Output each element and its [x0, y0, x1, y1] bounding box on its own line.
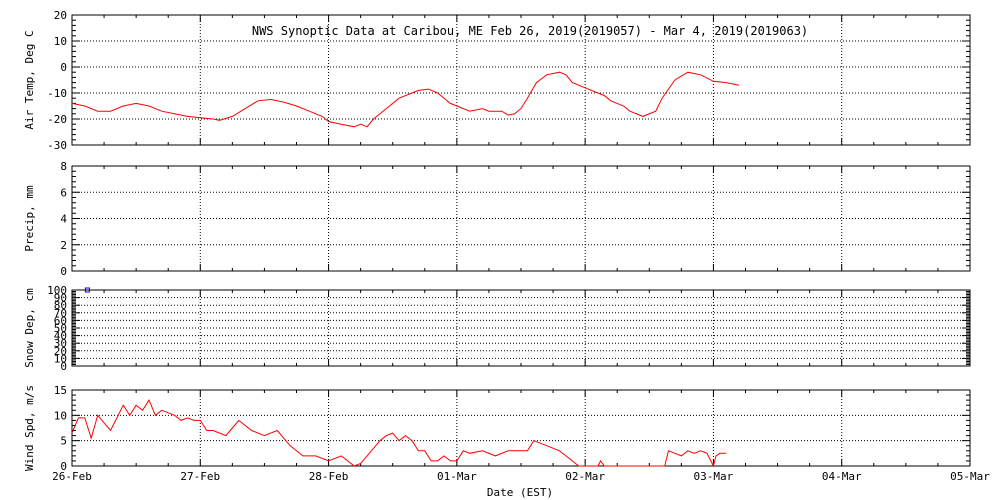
y-tick-label: 60	[54, 314, 67, 327]
panel-3: 0 5 10 15 Wind Spd, m/s	[23, 384, 971, 473]
panel-frame	[71, 289, 971, 367]
x-tick-label: 27-Feb	[180, 470, 220, 483]
x-axis-label: Date (EST)	[487, 486, 553, 499]
y-tick-label: 50	[54, 322, 67, 335]
chart-title: NWS Synoptic Data at Caribou, ME Feb 26,…	[252, 24, 808, 38]
x-tick-labels: 26-Feb 27-Feb 28-Feb 01-Mar 02-Mar 03-Mar 04-M…	[52, 470, 990, 483]
y-tick-label: 6	[60, 186, 67, 199]
series-point	[84, 287, 90, 293]
y-tick-label: -20	[47, 113, 67, 126]
y-tick-label: -10	[47, 87, 67, 100]
y-tick-label: 40	[54, 330, 67, 343]
y-tick-label: 0	[60, 460, 67, 473]
y-tick-label: 15	[54, 384, 67, 397]
y-tick-label: 20	[54, 9, 67, 22]
panel-1: 0 2 4 6 8 Precip, mm	[23, 160, 971, 278]
y-tick-label: 5	[60, 435, 67, 448]
y-axis-label: Precip, mm	[23, 185, 36, 252]
y-tick-label: 2	[60, 239, 67, 252]
x-tick-label: 28-Feb	[309, 470, 349, 483]
y-axis-label: Air Temp, Deg C	[23, 30, 36, 129]
y-tick-label: 10	[54, 352, 67, 365]
y-tick-label: 0	[60, 265, 67, 278]
y-tick-label: 10	[54, 35, 67, 48]
y-tick-label: 20	[54, 345, 67, 358]
y-tick-label: 80	[54, 299, 67, 312]
y-axis-label: Snow Dep, cm	[23, 288, 36, 368]
y-tick-label: 100	[47, 284, 67, 297]
x-tick-label: 02-Mar	[565, 470, 605, 483]
x-tick-label: 04-Mar	[822, 470, 862, 483]
series-line	[71, 399, 727, 468]
y-tick-label: 70	[54, 307, 67, 320]
x-tick-label: 01-Mar	[437, 470, 477, 483]
x-tick-label: 26-Feb	[52, 470, 92, 483]
series-line	[71, 71, 740, 128]
y-axis-label: Wind Spd, m/s	[23, 385, 36, 471]
y-tick-label: 8	[60, 160, 67, 173]
x-tick-label: 05-Mar	[950, 470, 990, 483]
y-tick-label: 30	[54, 337, 67, 350]
panel-0: -30 -20 -10 0 10 20 Air Temp, Deg C	[23, 9, 971, 152]
panel-frame	[71, 165, 971, 272]
y-tick-label: 10	[54, 409, 67, 422]
y-tick-label: 90	[54, 292, 67, 305]
y-tick-label: -30	[47, 139, 67, 152]
y-tick-label: 4	[60, 213, 67, 226]
y-tick-label: 0	[60, 61, 67, 74]
y-tick-label: 0	[60, 360, 67, 373]
x-tick-label: 03-Mar	[694, 470, 734, 483]
panel-frame	[71, 389, 971, 467]
